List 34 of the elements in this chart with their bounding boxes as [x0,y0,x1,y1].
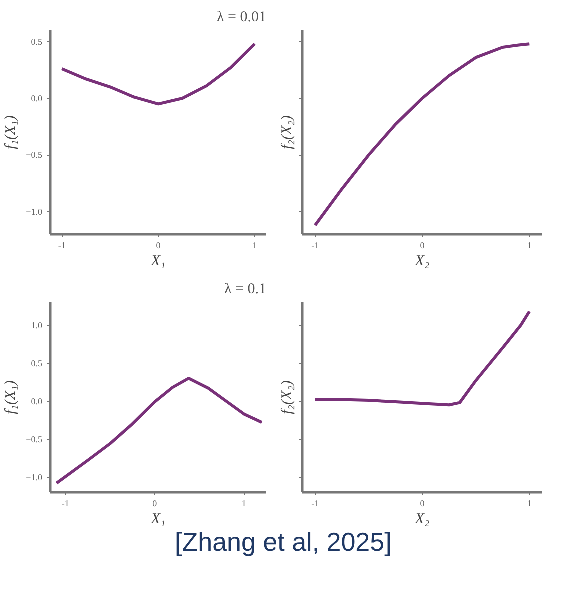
x-tick-label: 1 [527,498,532,508]
x-axis-title: X₁ [150,512,166,528]
y-axis-title: f₂(X₂) [280,380,296,414]
y-tick-label: 0.5 [31,358,43,368]
line-series [55,377,264,485]
y-tick-label: −0.5 [26,434,43,444]
y-tick-label: 1.0 [31,320,43,330]
y-tick-label: −1.0 [26,206,43,217]
y-tick-label: 0.0 [31,396,43,406]
x-tick-label: 0 [420,498,426,508]
x-tick-label: 1 [252,240,258,250]
chart-title: λ = 0.01 [217,10,266,26]
text: [Zhang et al, 2025] [175,526,392,559]
x-tick-label: -1 [62,498,70,508]
y-tick-label: 0.0 [31,94,43,104]
x-tick-label: 0 [152,498,158,508]
x-tick-label: 0 [156,240,162,250]
x-axis-title: X₂ [414,254,430,270]
y-tick-label: −0.5 [26,150,43,160]
x-tick-label: 1 [242,498,246,508]
x-tick-label: -1 [312,498,320,508]
chart-title: λ = 0.1 [224,282,266,298]
y-tick-label: −1.0 [26,472,43,482]
y-axis-title: f₁(X₁) [3,380,20,414]
x-axis-title: X₂ [414,512,430,528]
y-axis-title: f₁(X₁) [3,116,20,150]
x-tick-label: -1 [312,240,320,250]
line-series [60,42,256,106]
x-tick-label: 0 [420,240,426,250]
x-axis-title: X₁ [150,254,166,270]
y-axis-title: f₂(X₂) [280,116,296,150]
y-tick-label: 0.5 [31,36,43,47]
x-tick-label: 1 [527,240,532,250]
x-tick-label: -1 [58,240,66,250]
